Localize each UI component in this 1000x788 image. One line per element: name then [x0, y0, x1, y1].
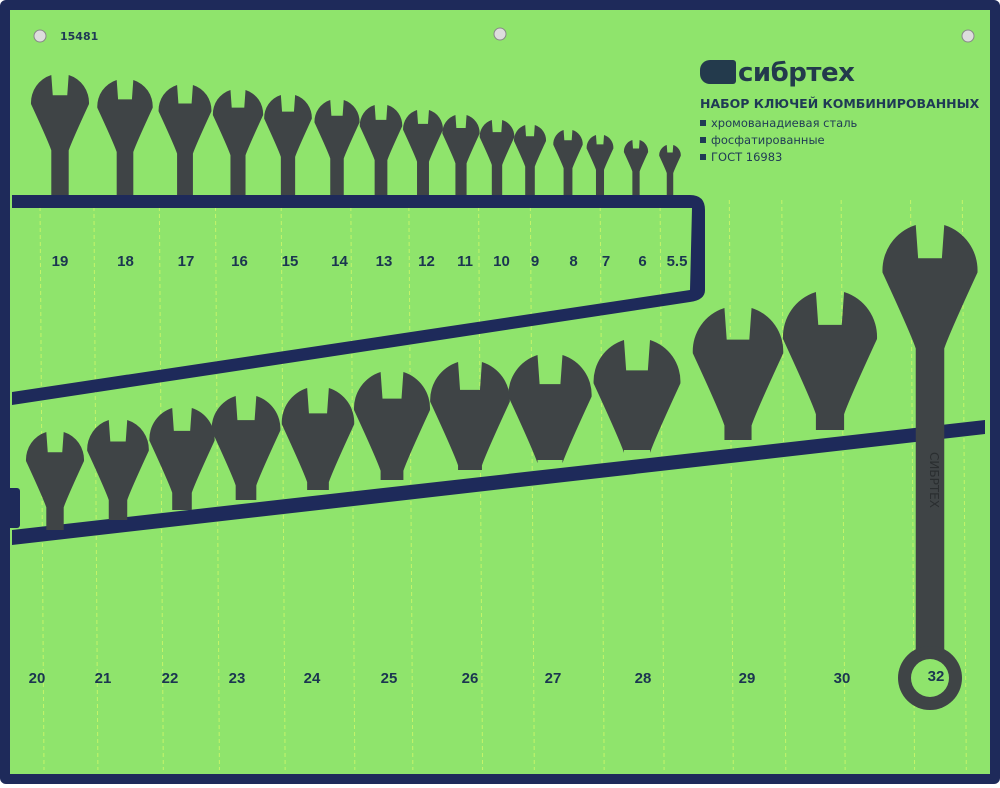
size-label: 18 — [117, 253, 134, 270]
size-label: 11 — [457, 253, 473, 270]
size-label: 12 — [418, 253, 435, 270]
size-label: 29 — [739, 670, 756, 687]
size-label: 7 — [602, 253, 610, 270]
size-label: 13 — [376, 253, 393, 270]
article-number: 15481 — [60, 30, 98, 43]
size-label: 32 — [928, 668, 945, 685]
size-label: 14 — [331, 253, 348, 270]
size-label: 27 — [545, 670, 562, 687]
size-label: 23 — [229, 670, 246, 687]
size-label: 10 — [493, 253, 510, 270]
strap — [4, 488, 20, 528]
size-label: 30 — [834, 670, 851, 687]
size-label: 9 — [531, 253, 539, 270]
brand-name: сибртех — [738, 58, 854, 88]
feature-item: хромованадиевая сталь — [700, 116, 857, 130]
size-label: 24 — [304, 670, 321, 687]
size-label: 22 — [162, 670, 179, 687]
size-label: 21 — [95, 670, 112, 687]
product-title: НАБОР КЛЮЧЕЙ КОМБИНИРОВАННЫХ — [700, 96, 979, 111]
grommet — [494, 28, 506, 40]
size-label: 20 — [29, 670, 46, 687]
size-label: 6 — [638, 253, 646, 270]
brand-logo-mark — [700, 60, 736, 84]
grommet — [962, 30, 974, 42]
grommet — [34, 30, 46, 42]
size-label: 15 — [282, 253, 299, 270]
size-label: 19 — [52, 253, 69, 270]
feature-item: фосфатированные — [700, 133, 825, 147]
size-label: 5.5 — [667, 253, 688, 270]
size-label: 25 — [381, 670, 398, 687]
wrench-set-roll: СИБРТЕХ 15481 сибртех НАБОР КЛЮЧЕЙ КОМБИ… — [0, 0, 1000, 784]
size-label: 8 — [569, 253, 577, 270]
wrench-32-marking: СИБРТЕХ — [927, 452, 941, 508]
size-label: 16 — [231, 253, 248, 270]
brand-logo: сибртех — [700, 58, 854, 88]
size-label: 17 — [178, 253, 195, 270]
size-label: 26 — [462, 670, 479, 687]
size-label: 28 — [635, 670, 652, 687]
feature-item: ГОСТ 16983 — [700, 150, 782, 164]
